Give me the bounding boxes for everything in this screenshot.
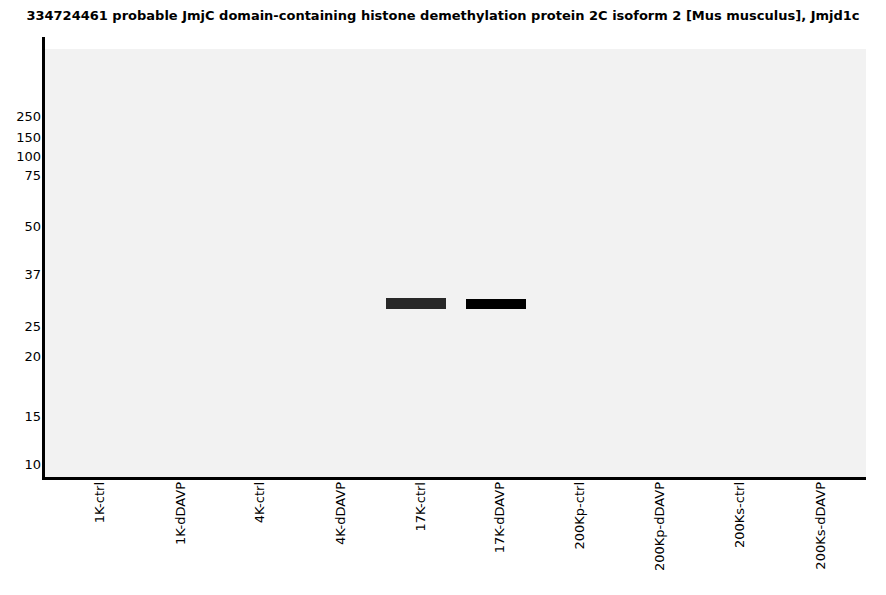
y-tick-label: 37 [0,266,41,284]
y-tick-label: 15 [0,408,41,426]
y-tick-label: 50 [0,218,41,236]
chart-title: 334724461 probable JmjC domain-containin… [0,8,886,23]
y-tick-label: 150 [0,129,41,147]
gel-blot-figure: 334724461 probable JmjC domain-containin… [0,0,886,595]
x-lane-label: 17K-dDAVP [494,482,507,553]
x-axis-line [42,477,866,480]
y-tick-label: 25 [0,318,41,336]
x-lane-label: 17K-ctrl [414,482,427,532]
y-tick-label: 10 [0,456,41,474]
y-tick-label: 75 [0,167,41,185]
y-tick-label: 100 [0,148,41,166]
x-lane-label: 200Ks-ctrl [734,482,747,548]
x-lane-label: 4K-ctrl [254,482,267,523]
x-lane-label: 1K-dDAVP [174,482,187,545]
protein-band [386,298,446,309]
x-lane-label: 200Ks-dDAVP [814,482,827,570]
x-lane-label: 200Kp-dDAVP [654,482,667,571]
plot-area [45,49,866,477]
y-axis-line [42,37,45,480]
y-tick-label: 250 [0,108,41,126]
x-lane-label: 200Kp-ctrl [574,482,587,549]
x-lane-label: 4K-dDAVP [334,482,347,545]
y-tick-label: 20 [0,348,41,366]
x-lane-label: 1K-ctrl [94,482,107,523]
protein-band [466,299,526,309]
